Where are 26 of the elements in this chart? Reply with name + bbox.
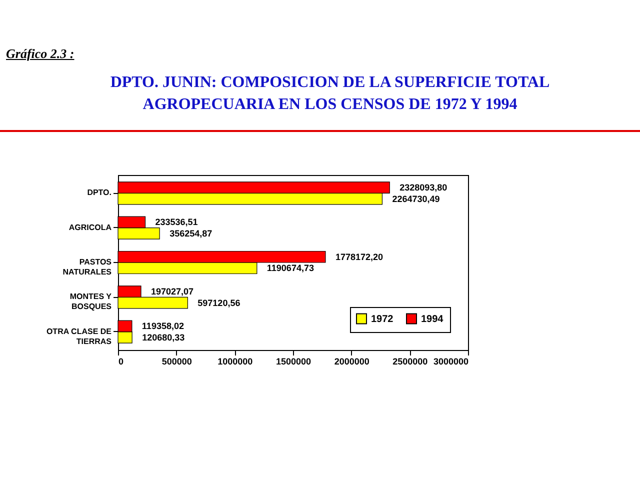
y-tick-label: AGRICOLA	[68, 222, 112, 232]
data-label: 1778172,20	[335, 252, 384, 262]
x-tick-label: 500000	[162, 356, 192, 366]
y-tick-label: OTRA CLASE DE TIERRAS	[46, 326, 112, 346]
text: Gráfico 2.3 :	[6, 46, 74, 62]
y-tick-label: MONTES Y BOSQUES	[70, 292, 112, 312]
x-tick-label: 1000000	[218, 356, 253, 366]
x-tick-label: 2500000	[392, 356, 428, 366]
chart-title: DPTO. JUNIN: COMPOSICION DE LA SUPERFICIE TOTAL AGROPECUARIA EN LOS CENSOS DE 1972 Y 1994	[109, 73, 551, 115]
data-label: 197027,07	[150, 286, 194, 297]
data-label: 2264730,49	[392, 194, 440, 204]
y-tick-label: DPTO.	[87, 188, 112, 198]
data-label: 1190674,73	[266, 263, 314, 274]
y-tick-label: PASTOS NATURALES	[62, 258, 112, 276]
x-tick-label: 3000000	[433, 356, 468, 366]
data-label: 356254,87	[170, 228, 212, 238]
data-label: 119358,02	[142, 321, 184, 332]
data-label: 2328093,80	[400, 182, 448, 193]
legend-label: 1972	[371, 314, 394, 325]
data-label: 597120,56	[198, 298, 240, 308]
data-label: 233536,51	[155, 217, 198, 228]
data-label: 120680,33	[142, 332, 185, 342]
x-tick-label: 1500000	[276, 356, 312, 366]
x-tick-label: 0	[118, 356, 124, 366]
x-tick-label: 2000000	[334, 356, 370, 366]
legend-label: 1994	[421, 314, 444, 325]
